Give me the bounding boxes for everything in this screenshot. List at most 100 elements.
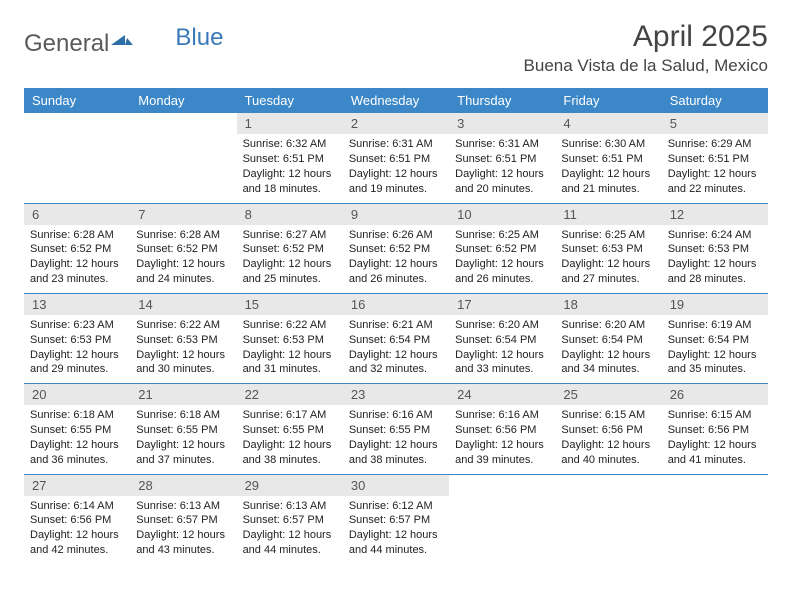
col-wednesday: Wednesday xyxy=(343,88,449,113)
day-data: Sunrise: 6:22 AMSunset: 6:53 PMDaylight:… xyxy=(237,315,343,383)
day-data: Sunrise: 6:25 AMSunset: 6:53 PMDaylight:… xyxy=(555,225,661,293)
logo-mark-icon xyxy=(111,24,133,52)
day-data: Sunrise: 6:12 AMSunset: 6:57 PMDaylight:… xyxy=(343,496,449,564)
day-number: 10 xyxy=(449,204,555,225)
day-number: 17 xyxy=(449,294,555,315)
day-data: Sunrise: 6:22 AMSunset: 6:53 PMDaylight:… xyxy=(130,315,236,383)
calendar-cell: 24Sunrise: 6:16 AMSunset: 6:56 PMDayligh… xyxy=(449,384,555,474)
calendar-cell: 20Sunrise: 6:18 AMSunset: 6:55 PMDayligh… xyxy=(24,384,130,474)
calendar-header-row: Sunday Monday Tuesday Wednesday Thursday… xyxy=(24,88,768,113)
day-data: Sunrise: 6:26 AMSunset: 6:52 PMDaylight:… xyxy=(343,225,449,293)
day-number: 14 xyxy=(130,294,236,315)
day-number: 29 xyxy=(237,475,343,496)
logo: General Blue xyxy=(24,20,223,58)
day-number: 7 xyxy=(130,204,236,225)
day-data: Sunrise: 6:15 AMSunset: 6:56 PMDaylight:… xyxy=(555,405,661,473)
day-number: 22 xyxy=(237,384,343,405)
calendar-week-row: 6Sunrise: 6:28 AMSunset: 6:52 PMDaylight… xyxy=(24,203,768,293)
day-data: Sunrise: 6:28 AMSunset: 6:52 PMDaylight:… xyxy=(24,225,130,293)
day-number: 28 xyxy=(130,475,236,496)
day-number: 24 xyxy=(449,384,555,405)
day-number: 13 xyxy=(24,294,130,315)
calendar-cell: 12Sunrise: 6:24 AMSunset: 6:53 PMDayligh… xyxy=(662,203,768,293)
header: General Blue April 2025 Buena Vista de l… xyxy=(24,20,768,76)
col-sunday: Sunday xyxy=(24,88,130,113)
title-block: April 2025 Buena Vista de la Salud, Mexi… xyxy=(524,20,768,76)
calendar-cell: 7Sunrise: 6:28 AMSunset: 6:52 PMDaylight… xyxy=(130,203,236,293)
col-monday: Monday xyxy=(130,88,236,113)
day-data: Sunrise: 6:16 AMSunset: 6:56 PMDaylight:… xyxy=(449,405,555,473)
col-tuesday: Tuesday xyxy=(237,88,343,113)
calendar-cell: 17Sunrise: 6:20 AMSunset: 6:54 PMDayligh… xyxy=(449,293,555,383)
day-data: Sunrise: 6:31 AMSunset: 6:51 PMDaylight:… xyxy=(343,134,449,202)
col-friday: Friday xyxy=(555,88,661,113)
day-number: 18 xyxy=(555,294,661,315)
day-number: 5 xyxy=(662,113,768,134)
calendar-week-row: 27Sunrise: 6:14 AMSunset: 6:56 PMDayligh… xyxy=(24,474,768,564)
day-number: 6 xyxy=(24,204,130,225)
day-number: 19 xyxy=(662,294,768,315)
calendar-cell: 11Sunrise: 6:25 AMSunset: 6:53 PMDayligh… xyxy=(555,203,661,293)
day-number: 9 xyxy=(343,204,449,225)
day-data: Sunrise: 6:16 AMSunset: 6:55 PMDaylight:… xyxy=(343,405,449,473)
calendar-cell: 4Sunrise: 6:30 AMSunset: 6:51 PMDaylight… xyxy=(555,113,661,203)
calendar-cell: 9Sunrise: 6:26 AMSunset: 6:52 PMDaylight… xyxy=(343,203,449,293)
calendar-cell xyxy=(24,113,130,203)
page: General Blue April 2025 Buena Vista de l… xyxy=(0,0,792,564)
calendar-cell: 3Sunrise: 6:31 AMSunset: 6:51 PMDaylight… xyxy=(449,113,555,203)
calendar-cell xyxy=(662,474,768,564)
day-number: 8 xyxy=(237,204,343,225)
calendar-week-row: 20Sunrise: 6:18 AMSunset: 6:55 PMDayligh… xyxy=(24,384,768,474)
calendar-cell: 29Sunrise: 6:13 AMSunset: 6:57 PMDayligh… xyxy=(237,474,343,564)
calendar-cell xyxy=(555,474,661,564)
calendar-table: Sunday Monday Tuesday Wednesday Thursday… xyxy=(24,88,768,564)
logo-text-2: Blue xyxy=(175,24,223,52)
day-data: Sunrise: 6:21 AMSunset: 6:54 PMDaylight:… xyxy=(343,315,449,383)
day-data: Sunrise: 6:18 AMSunset: 6:55 PMDaylight:… xyxy=(24,405,130,473)
day-number: 25 xyxy=(555,384,661,405)
calendar-cell: 23Sunrise: 6:16 AMSunset: 6:55 PMDayligh… xyxy=(343,384,449,474)
day-data: Sunrise: 6:31 AMSunset: 6:51 PMDaylight:… xyxy=(449,134,555,202)
calendar-cell: 26Sunrise: 6:15 AMSunset: 6:56 PMDayligh… xyxy=(662,384,768,474)
day-number: 4 xyxy=(555,113,661,134)
day-data: Sunrise: 6:32 AMSunset: 6:51 PMDaylight:… xyxy=(237,134,343,202)
col-thursday: Thursday xyxy=(449,88,555,113)
day-data: Sunrise: 6:20 AMSunset: 6:54 PMDaylight:… xyxy=(449,315,555,383)
calendar-week-row: 1Sunrise: 6:32 AMSunset: 6:51 PMDaylight… xyxy=(24,113,768,203)
col-saturday: Saturday xyxy=(662,88,768,113)
calendar-cell: 15Sunrise: 6:22 AMSunset: 6:53 PMDayligh… xyxy=(237,293,343,383)
calendar-cell: 5Sunrise: 6:29 AMSunset: 6:51 PMDaylight… xyxy=(662,113,768,203)
day-data: Sunrise: 6:27 AMSunset: 6:52 PMDaylight:… xyxy=(237,225,343,293)
calendar-cell: 10Sunrise: 6:25 AMSunset: 6:52 PMDayligh… xyxy=(449,203,555,293)
day-number: 15 xyxy=(237,294,343,315)
day-data: Sunrise: 6:24 AMSunset: 6:53 PMDaylight:… xyxy=(662,225,768,293)
calendar-cell: 2Sunrise: 6:31 AMSunset: 6:51 PMDaylight… xyxy=(343,113,449,203)
logo-text-1: General xyxy=(24,30,109,58)
calendar-cell: 8Sunrise: 6:27 AMSunset: 6:52 PMDaylight… xyxy=(237,203,343,293)
calendar-cell: 14Sunrise: 6:22 AMSunset: 6:53 PMDayligh… xyxy=(130,293,236,383)
day-number: 30 xyxy=(343,475,449,496)
day-number: 27 xyxy=(24,475,130,496)
day-data: Sunrise: 6:29 AMSunset: 6:51 PMDaylight:… xyxy=(662,134,768,202)
calendar-body: 1Sunrise: 6:32 AMSunset: 6:51 PMDaylight… xyxy=(24,113,768,564)
calendar-cell: 27Sunrise: 6:14 AMSunset: 6:56 PMDayligh… xyxy=(24,474,130,564)
day-number: 23 xyxy=(343,384,449,405)
day-number: 21 xyxy=(130,384,236,405)
day-number: 3 xyxy=(449,113,555,134)
calendar-week-row: 13Sunrise: 6:23 AMSunset: 6:53 PMDayligh… xyxy=(24,293,768,383)
day-number: 12 xyxy=(662,204,768,225)
calendar-cell: 1Sunrise: 6:32 AMSunset: 6:51 PMDaylight… xyxy=(237,113,343,203)
day-number: 26 xyxy=(662,384,768,405)
calendar-cell: 18Sunrise: 6:20 AMSunset: 6:54 PMDayligh… xyxy=(555,293,661,383)
calendar-cell: 19Sunrise: 6:19 AMSunset: 6:54 PMDayligh… xyxy=(662,293,768,383)
calendar-cell: 16Sunrise: 6:21 AMSunset: 6:54 PMDayligh… xyxy=(343,293,449,383)
day-data: Sunrise: 6:13 AMSunset: 6:57 PMDaylight:… xyxy=(237,496,343,564)
calendar-cell: 6Sunrise: 6:28 AMSunset: 6:52 PMDaylight… xyxy=(24,203,130,293)
page-title: April 2025 xyxy=(524,20,768,54)
day-data: Sunrise: 6:20 AMSunset: 6:54 PMDaylight:… xyxy=(555,315,661,383)
calendar-cell: 28Sunrise: 6:13 AMSunset: 6:57 PMDayligh… xyxy=(130,474,236,564)
calendar-cell: 30Sunrise: 6:12 AMSunset: 6:57 PMDayligh… xyxy=(343,474,449,564)
day-number: 20 xyxy=(24,384,130,405)
calendar-cell xyxy=(449,474,555,564)
calendar-cell: 13Sunrise: 6:23 AMSunset: 6:53 PMDayligh… xyxy=(24,293,130,383)
